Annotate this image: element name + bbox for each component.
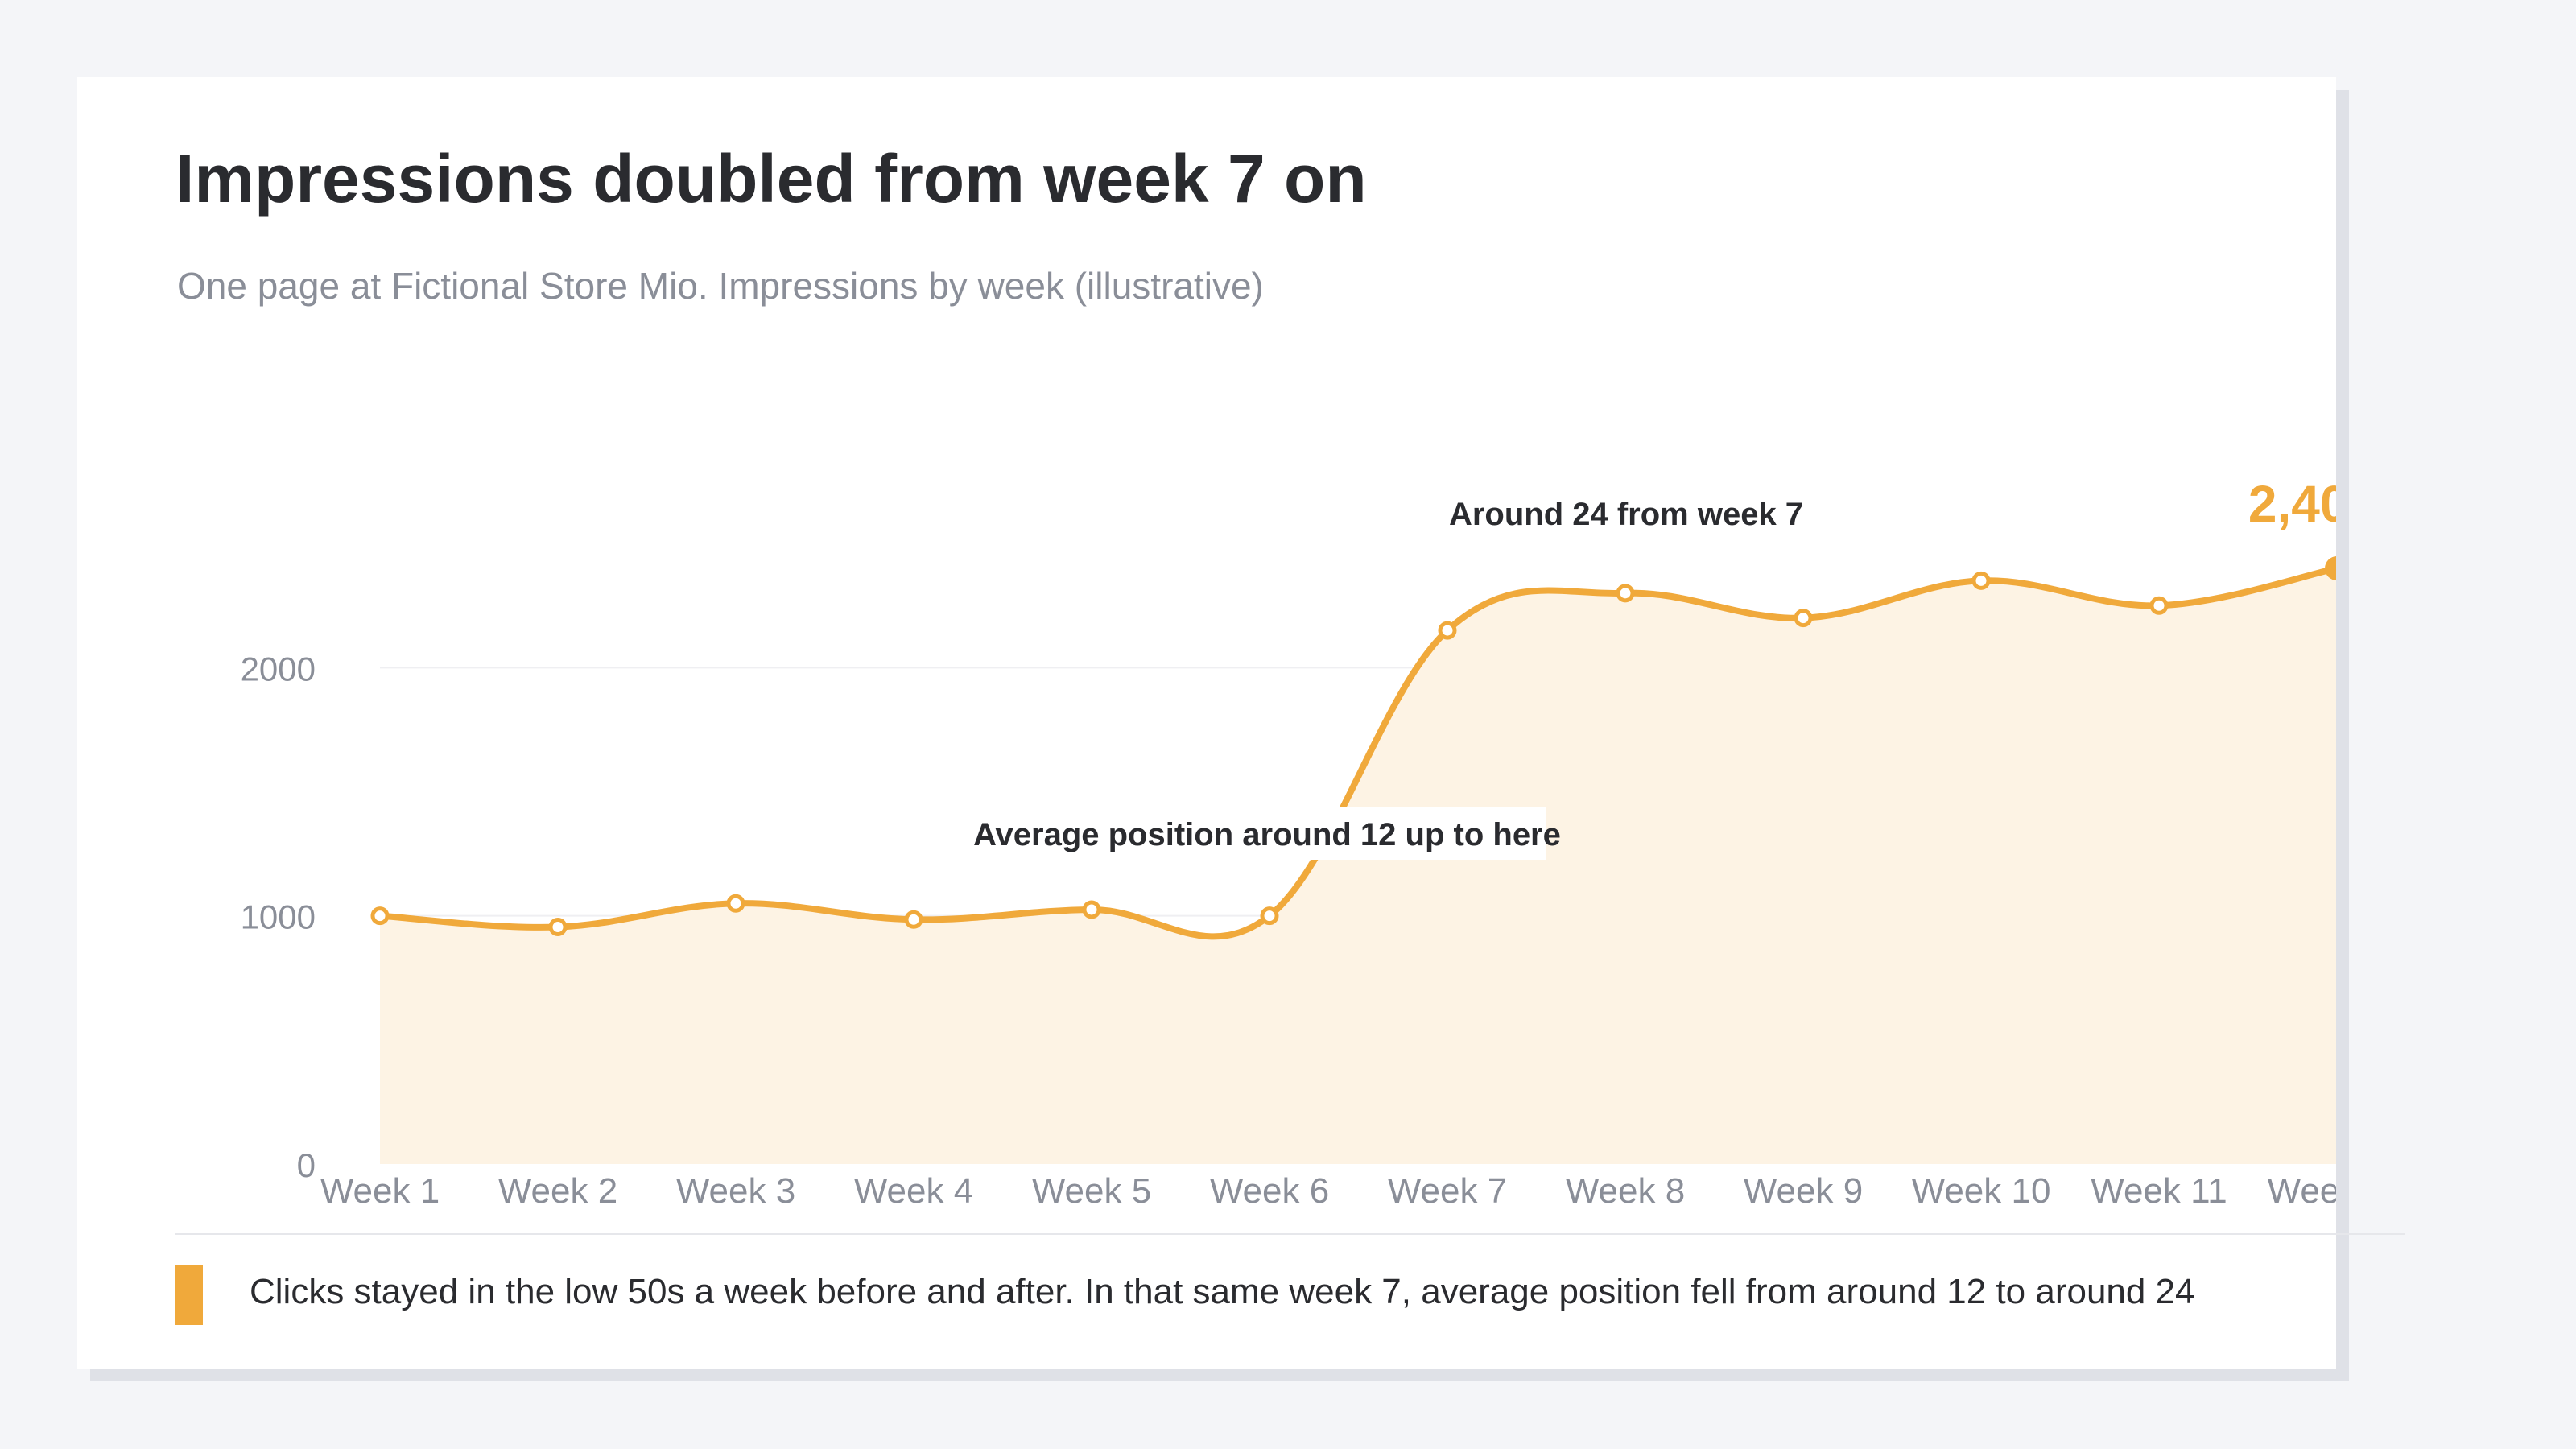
x-tick-label: Week 3 <box>676 1171 795 1211</box>
x-axis-ticks: Week 1 Week 2 Week 3 Week 4 Week 5 Week 6 Week… <box>320 1171 2336 1211</box>
x-tick-label: Week 2 <box>498 1171 617 1211</box>
x-tick-label: Week 1 <box>320 1171 440 1211</box>
x-tick-label: Week 5 <box>1032 1171 1151 1211</box>
data-point <box>904 910 923 929</box>
y-axis-ticks: 0 1000 2000 <box>241 650 316 1184</box>
x-tick-label: Week 11 <box>2091 1171 2227 1211</box>
data-point <box>726 894 745 913</box>
chart-subtitle: One page at Fictional Store Mio. Impress… <box>177 265 1264 307</box>
annotation-after: Around 24 from week 7 <box>1449 497 1803 532</box>
x-tick-label: Week 12 <box>2268 1171 2336 1211</box>
data-point <box>1971 571 1991 590</box>
x-tick-label: Week 8 <box>1566 1171 1685 1211</box>
data-point <box>2149 596 2169 615</box>
footer-divider <box>175 1233 2405 1235</box>
impressions-area-chart: 0 1000 2000 Week 1 Week 2 Week 3 Week 4 Week 5… <box>241 475 2336 1211</box>
x-tick-label: Week 10 <box>1912 1171 2051 1211</box>
chart-title: Impressions doubled from week 7 on <box>175 141 1367 217</box>
y-tick-label: 2000 <box>241 650 316 687</box>
annotation-after-label: Around 24 from week 7 <box>1449 497 1803 532</box>
legend-swatch <box>175 1265 203 1325</box>
data-point <box>1794 609 1813 628</box>
chart-card: Impressions doubled from week 7 on One p… <box>77 77 2405 1368</box>
impressions-area-fill <box>380 568 2336 1164</box>
x-tick-label: Week 6 <box>1210 1171 1329 1211</box>
data-point <box>1260 906 1279 926</box>
annotation-before: Average position around 12 up to here <box>973 807 1561 860</box>
annotation-before-label: Average position around 12 up to here <box>973 817 1561 852</box>
data-point <box>548 918 568 937</box>
legend-note: Clicks stayed in the low 50s a week befo… <box>250 1272 2195 1311</box>
y-tick-label: 0 <box>297 1146 316 1184</box>
last-data-point <box>2325 556 2336 580</box>
data-point <box>1438 621 1457 640</box>
x-tick-label: Week 9 <box>1744 1171 1863 1211</box>
y-tick-label: 1000 <box>241 898 316 936</box>
data-point <box>1616 584 1635 603</box>
x-tick-label: Week 7 <box>1388 1171 1507 1211</box>
x-tick-label: Week 4 <box>854 1171 973 1211</box>
last-value-label: 2,400 <box>2248 475 2336 533</box>
data-point <box>1082 900 1101 919</box>
data-points <box>370 556 2336 937</box>
data-point <box>370 906 390 926</box>
